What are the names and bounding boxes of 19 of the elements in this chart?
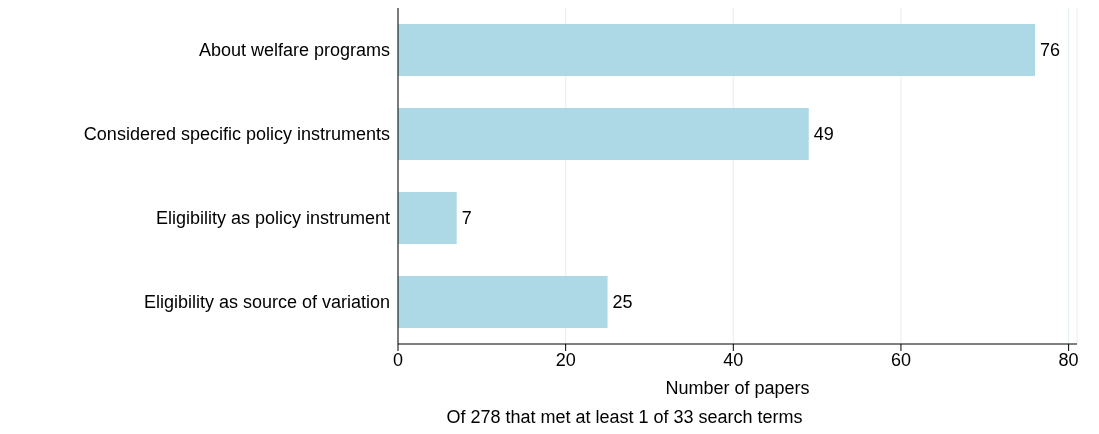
x-tick-label: 80 [1058, 349, 1079, 370]
data-label: 25 [612, 292, 633, 313]
bar [398, 192, 457, 244]
data-label: 7 [461, 208, 472, 229]
x-axis-title: Number of papers [665, 378, 810, 398]
bar [398, 108, 809, 160]
y-tick-label: Eligibility as source of variation [143, 292, 390, 313]
x-tick-label: 20 [555, 349, 576, 370]
x-tick-label: 40 [723, 349, 744, 370]
y-tick-label: Eligibility as policy instrument [155, 208, 390, 229]
x-tick-label: 0 [392, 349, 404, 370]
text: Of 278 that met at least 1 of 33 search terms [445, 406, 804, 428]
data-label: 76 [1040, 40, 1061, 61]
y-tick-label: About welfare programs [198, 40, 390, 61]
data-label: 49 [813, 124, 834, 145]
y-tick-label: Considered specific policy instruments [83, 124, 390, 145]
x-tick-label: 60 [890, 349, 911, 370]
bar [398, 24, 1036, 76]
bar [398, 276, 608, 328]
